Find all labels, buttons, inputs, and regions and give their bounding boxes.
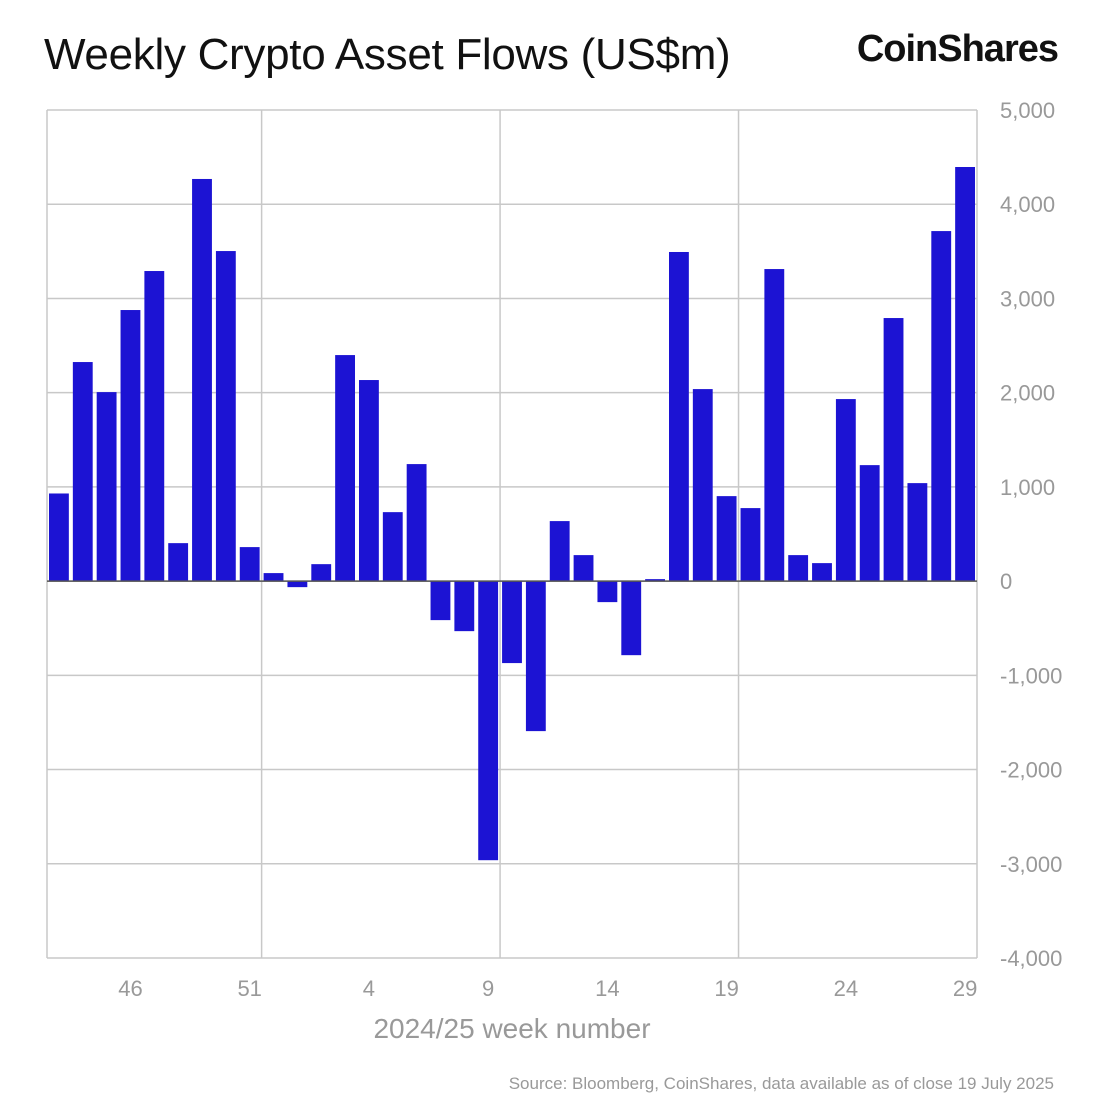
x-tick-label: 4 (363, 976, 375, 1001)
bar-week-51 (239, 547, 260, 582)
x-tick-label: 19 (714, 976, 738, 1001)
bar-week-2 (311, 564, 332, 582)
x-axis-label: 2024/25 week number (373, 1013, 650, 1044)
bar-week-29 (955, 167, 975, 582)
bar-week-6 (406, 464, 427, 582)
y-tick-label: 4,000 (1000, 192, 1055, 217)
x-tick-label: 14 (595, 976, 619, 1001)
bar-week-48 (168, 543, 189, 582)
bar-week-28 (931, 231, 952, 582)
bar-week-12 (549, 521, 570, 582)
bar-week-43 (49, 493, 69, 582)
y-tick-label: 3,000 (1000, 286, 1055, 311)
bar-week-16 (645, 579, 665, 582)
bar-week-46 (120, 310, 141, 582)
bar-week-5 (382, 512, 403, 582)
y-tick-label: -3,000 (1000, 852, 1062, 877)
x-tick-label: 29 (953, 976, 977, 1001)
y-tick-label: 2,000 (1000, 381, 1055, 406)
bar-week-15 (621, 581, 642, 656)
y-tick-label: -2,000 (1000, 758, 1062, 783)
bar-week-25 (859, 465, 880, 582)
bar-week-20 (740, 508, 761, 582)
coinshares-logo: CoinShares (856, 28, 1059, 70)
bar-week-17 (669, 251, 689, 582)
bar-week-44 (72, 362, 93, 582)
bar-week-47 (144, 271, 165, 582)
y-tick-label: -1,000 (1000, 663, 1062, 688)
x-tick-label: 46 (118, 976, 142, 1001)
x-tick-label: 24 (834, 976, 858, 1001)
bar-week-13 (573, 555, 594, 582)
bar-week-18 (692, 389, 713, 582)
bar-week-8 (454, 581, 475, 632)
y-tick-label: 5,000 (1000, 98, 1055, 123)
bar-week-26 (883, 318, 904, 582)
bar-week-21 (764, 269, 785, 582)
bar-week-4 (359, 380, 379, 582)
bar-week-22 (788, 555, 809, 582)
bar-week-11 (525, 581, 546, 732)
bar-week-14 (597, 581, 618, 603)
bar-week-24 (835, 399, 856, 582)
bar-week-3 (335, 355, 355, 582)
bar-week-50 (215, 251, 236, 582)
chart-title: Weekly Crypto Asset Flows (US$m) (44, 30, 731, 79)
bar-week-19 (716, 496, 737, 582)
bar-week-7 (430, 581, 451, 621)
bar-week-52 (263, 573, 284, 582)
bar-week-9 (478, 581, 499, 861)
bar-week-1 (287, 581, 308, 588)
y-tick-label: -4,000 (1000, 946, 1062, 971)
y-tick-label: 0 (1000, 569, 1012, 594)
x-tick-label: 9 (482, 976, 494, 1001)
x-tick-label: 51 (237, 976, 261, 1001)
bar-week-10 (502, 581, 522, 664)
source-note: Source: Bloomberg, CoinShares, data avai… (508, 1074, 1054, 1093)
y-tick-label: 1,000 (1000, 475, 1055, 500)
bar-week-27 (907, 483, 928, 582)
bar-week-49 (192, 178, 212, 582)
bar-week-45 (96, 392, 117, 582)
bar-week-23 (812, 563, 832, 582)
